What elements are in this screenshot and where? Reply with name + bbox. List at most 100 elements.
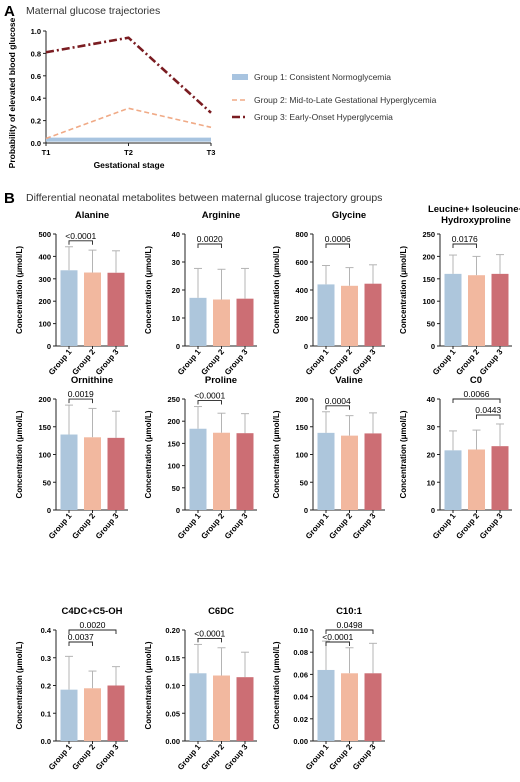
bar-group-3 [491, 273, 509, 346]
y-tick-label: 20 [172, 286, 180, 295]
bar-group-3 [491, 446, 509, 510]
y-tick-label: 0 [176, 342, 180, 351]
bar-chart-c10-1: C10:1 Concentration (μmol/L) 0.00 0.02 0.04 0… [272, 606, 385, 772]
x-tick-label: Group 1 [304, 347, 331, 377]
y-tick-label: 0.00 [293, 737, 308, 746]
x-tick-label: Group 2 [70, 742, 97, 772]
y-tick-label: 0.0 [31, 139, 41, 148]
y-tick-label: 0.10 [293, 626, 308, 635]
chart-ylabel: Concentration (μmol/L) [15, 410, 24, 498]
y-tick-label: 250 [422, 230, 435, 239]
y-tick-label: 0.06 [293, 670, 308, 679]
y-tick-label: 150 [422, 275, 435, 284]
y-tick-label: 200 [295, 314, 308, 323]
p-value-label: <0.0001 [65, 231, 96, 241]
y-tick-label: 0.6 [31, 72, 41, 81]
x-tick-label: Group 2 [454, 347, 481, 377]
bar-group-3 [364, 433, 382, 510]
panel-a-ylabel: Probability of elevated blood glucose [7, 17, 17, 168]
p-value-label: <0.0001 [194, 391, 225, 401]
x-tick-label: Group 2 [327, 347, 354, 377]
legend-label-group-1: Group 1: Consistent Normoglycemia [254, 72, 391, 82]
x-tick-label: Group 3 [478, 511, 505, 541]
significance-bracket [452, 243, 477, 248]
x-tick-label: T2 [124, 148, 133, 157]
y-tick-label: 800 [295, 230, 308, 239]
y-tick-label: 0.8 [31, 49, 41, 58]
y-tick-label: 10 [427, 478, 435, 487]
bar-group-2 [213, 299, 230, 346]
bar-group-3 [236, 677, 254, 741]
bar-group-1 [444, 450, 462, 510]
y-tick-label: 0.3 [41, 654, 51, 663]
y-tick-label: 30 [172, 258, 180, 267]
chart-ylabel: Concentration (μmol/L) [399, 246, 408, 334]
y-tick-label: 200 [38, 395, 51, 404]
y-tick-label: 0.20 [165, 626, 180, 635]
bar-chart-proline: Proline Concentration (μmol/L) 0 50 100 150 20… [144, 375, 257, 541]
y-tick-label: 100 [38, 451, 51, 460]
significance-bracket [68, 398, 93, 404]
chart-ylabel: Concentration (μmol/L) [15, 246, 24, 334]
x-tick-label: Group 2 [199, 511, 226, 541]
bar-group-1 [60, 270, 78, 346]
x-tick-label: Group 1 [47, 347, 74, 377]
x-tick-label: Group 2 [70, 347, 97, 377]
chart-title: Ornithine [71, 375, 113, 386]
x-tick-label: Group 1 [304, 742, 331, 772]
bar-group-3 [236, 298, 254, 346]
panel-a-heading: Maternal glucose trajectories [26, 5, 160, 17]
significance-bracket [68, 641, 93, 646]
bar-group-2 [84, 688, 101, 741]
y-tick-label: 0 [431, 342, 435, 351]
bar-group-2 [468, 449, 485, 510]
bar-chart-c6dc: C6DC Concentration (μmol/L) 0.00 0.05 0.10 0.… [144, 606, 257, 772]
x-tick-label: Group 3 [223, 347, 250, 377]
significance-bracket [197, 637, 222, 643]
x-tick-label: Group 1 [176, 511, 203, 541]
y-tick-label: 0.02 [293, 715, 308, 724]
panel-b-letter: B [4, 190, 15, 207]
chart-title: Arginine [202, 210, 241, 221]
bar-group-2 [341, 285, 358, 346]
x-tick-label: Group 2 [454, 511, 481, 541]
x-tick-label: Group 2 [327, 742, 354, 772]
bar-chart-ornithine: Ornithine Concentration (μmol/L) 0 50 100 150… [15, 375, 128, 541]
y-tick-label: 1.0 [31, 27, 41, 36]
bar-group-1 [60, 689, 78, 741]
chart-title: C6DC [208, 606, 234, 617]
y-tick-label: 150 [167, 439, 180, 448]
bar-group-2 [341, 435, 358, 510]
chart-title: C10:1 [336, 606, 363, 617]
bar-group-2 [213, 432, 230, 510]
significance-bracket [197, 400, 222, 405]
y-tick-label: 50 [300, 478, 308, 487]
chart-title: Valine [335, 375, 362, 386]
chart-title: C4DC+C5-OH [62, 606, 123, 617]
bar-group-2 [341, 673, 358, 741]
legend-swatch-group-1 [232, 74, 248, 80]
y-tick-label: 200 [422, 252, 435, 261]
y-tick-label: 300 [38, 275, 51, 284]
x-tick-label: Group 3 [223, 742, 250, 772]
bar-chart-alanine: Alanine Concentration (μmol/L) 0 100 200 300 4… [15, 210, 128, 377]
y-tick-label: 200 [295, 395, 308, 404]
p-value-label: <0.0001 [322, 632, 353, 642]
y-tick-label: 20 [427, 451, 435, 460]
chart-title: Alanine [75, 210, 109, 221]
y-tick-label: 0.0 [41, 737, 51, 746]
y-tick-label: 400 [38, 252, 51, 261]
y-tick-label: 0.4 [41, 626, 52, 635]
y-tick-label: 0.2 [41, 682, 51, 691]
p-value-label: 0.0004 [325, 396, 351, 406]
p-value-label: 0.0020 [197, 234, 223, 244]
x-tick-label: Group 3 [351, 742, 378, 772]
x-tick-label: Group 3 [94, 742, 121, 772]
significance-bracket [325, 641, 350, 646]
x-tick-label: Group 1 [176, 742, 203, 772]
bar-group-1 [189, 673, 207, 741]
x-tick-label: Group 2 [199, 347, 226, 377]
bar-group-3 [236, 433, 254, 510]
chart-ylabel: Concentration (μmol/L) [272, 246, 281, 334]
